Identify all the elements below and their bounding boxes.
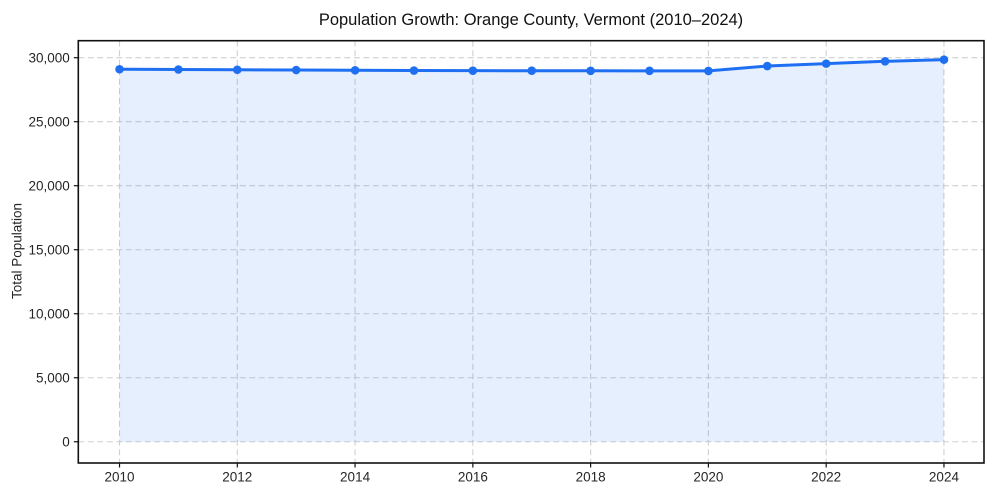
x-tick-label: 2018 [576, 470, 606, 485]
data-point-2022 [821, 59, 831, 68]
y-tick-label: 15,000 [29, 243, 70, 258]
y-tick-label: 25,000 [29, 115, 70, 130]
data-point-2016 [468, 66, 478, 75]
y-tick-label: 5,000 [36, 371, 70, 386]
x-tick-label: 2014 [340, 470, 371, 485]
x-tick-label: 2020 [693, 470, 723, 485]
data-point-2013 [291, 65, 301, 75]
y-tick-label: 20,000 [29, 179, 70, 194]
data-point-2019 [645, 66, 654, 76]
data-point-2018 [586, 66, 595, 76]
data-point-2012 [232, 65, 242, 75]
data-point-2014 [350, 65, 360, 75]
x-tick-label: 2024 [929, 470, 960, 485]
area-fill [119, 59, 944, 442]
chart-title: Population Growth: Orange County, Vermon… [318, 11, 744, 29]
data-point-2011 [174, 65, 183, 74]
y-tick-label: 0 [62, 435, 70, 450]
data-point-2015 [409, 66, 419, 75]
x-tick-label: 2012 [222, 470, 252, 485]
x-tick-label: 2010 [104, 470, 134, 485]
data-point-2023 [880, 57, 890, 66]
data-point-2021 [762, 61, 772, 71]
axes-frame [77, 39, 985, 464]
data-point-2017 [527, 66, 537, 76]
y-tick-label: 30,000 [29, 51, 70, 66]
data-point-2020 [704, 66, 713, 76]
y-tick-label: 10,000 [29, 307, 70, 322]
data-point-2010 [115, 64, 124, 74]
x-tick-label: 2016 [458, 470, 488, 485]
x-tick-label: 2022 [811, 470, 841, 485]
data-point-2024 [939, 55, 949, 64]
y-axis-title: Total Population [9, 202, 25, 300]
